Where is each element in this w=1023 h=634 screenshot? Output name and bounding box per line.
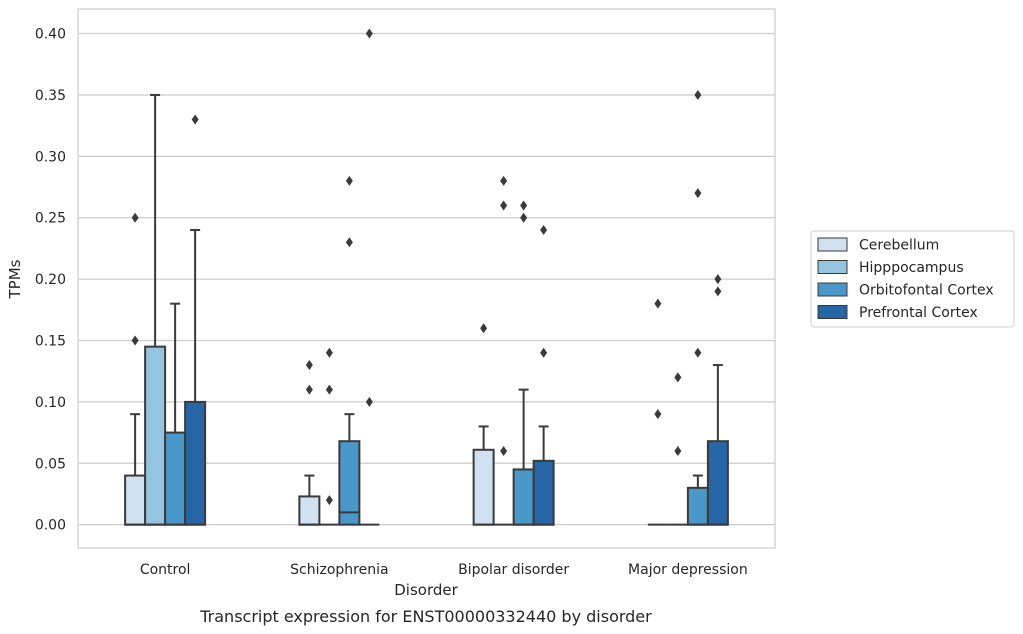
outlier-point bbox=[540, 347, 548, 358]
x-tick-labels: Control Schizophrenia Bipolar disorder Majo… bbox=[140, 562, 748, 578]
box-body bbox=[512, 468, 535, 526]
y-tick-label: 0.10 bbox=[35, 395, 66, 411]
legend-label: Prefrontal Cortex bbox=[859, 305, 978, 321]
box-body bbox=[184, 400, 207, 526]
outlier-point bbox=[131, 212, 139, 223]
legend: Cerebellum Hipppocampus Orbitofontal Corte… bbox=[810, 230, 1015, 328]
outlier-point bbox=[694, 347, 702, 358]
x-tick-label: Schizophrenia bbox=[290, 562, 388, 578]
box-cerebellum-1 bbox=[298, 474, 321, 526]
x-tick-label: Bipolar disorder bbox=[458, 562, 569, 578]
box-body bbox=[298, 495, 321, 526]
box-body bbox=[532, 459, 555, 526]
outlier-point bbox=[325, 384, 333, 395]
y-tick-label: 0.20 bbox=[35, 272, 66, 288]
outlier-point bbox=[520, 200, 528, 211]
outlier-point bbox=[674, 446, 682, 457]
box-body bbox=[144, 345, 167, 526]
boxes bbox=[124, 93, 729, 526]
y-tick-labels: 0.00 0.05 0.10 0.15 0.20 0.25 0.30 0.35 0.40 bbox=[35, 27, 66, 534]
box-prefrontal-cortex-2 bbox=[532, 425, 555, 526]
plot-frame bbox=[77, 8, 776, 549]
box-body bbox=[686, 486, 709, 526]
outlier-point bbox=[674, 372, 682, 383]
outlier-point bbox=[520, 212, 528, 223]
outlier-point bbox=[540, 225, 548, 236]
box-body bbox=[124, 474, 147, 526]
legend-swatch bbox=[817, 260, 848, 274]
outlier-point bbox=[714, 286, 722, 297]
box-prefrontal-cortex-0 bbox=[184, 229, 207, 526]
x-tick-label: Control bbox=[140, 562, 191, 578]
outlier-point bbox=[714, 274, 722, 285]
y-tick-label: 0.25 bbox=[35, 211, 66, 227]
outlier-point bbox=[654, 298, 662, 309]
legend-label: Cerebellum bbox=[859, 238, 939, 254]
legend-label: Hipppocampus bbox=[859, 260, 964, 276]
x-tick-label: Major depression bbox=[628, 562, 748, 578]
outlier-point bbox=[191, 114, 199, 125]
outlier-point bbox=[305, 360, 313, 371]
legend-swatch bbox=[817, 237, 848, 252]
legend-swatch bbox=[817, 305, 848, 319]
outlier-point bbox=[365, 396, 373, 407]
outlier-point bbox=[325, 347, 333, 358]
outlier-point bbox=[500, 200, 508, 211]
box-orbitofontal-cortex-1 bbox=[338, 413, 361, 526]
box-body bbox=[472, 448, 495, 526]
box-orbitofontal-cortex-3 bbox=[686, 474, 709, 526]
chart-caption: Transcript expression for ENST0000033244… bbox=[199, 607, 652, 626]
outlier-point bbox=[345, 237, 353, 248]
y-tick-label: 0.40 bbox=[35, 27, 66, 43]
x-axis-title: Disorder bbox=[394, 581, 458, 599]
outlier-point bbox=[694, 188, 702, 199]
legend-frame bbox=[810, 230, 1015, 328]
box-prefrontal-cortex-3 bbox=[706, 364, 729, 526]
outlier-point bbox=[365, 28, 373, 39]
box-cerebellum-0 bbox=[124, 413, 147, 526]
outlier-point bbox=[345, 175, 353, 186]
outlier-point bbox=[654, 409, 662, 420]
box-orbitofontal-cortex-0 bbox=[164, 302, 187, 526]
y-axis-title: TPMs bbox=[6, 259, 24, 299]
outliers bbox=[131, 28, 722, 506]
outlier-point bbox=[500, 175, 508, 186]
y-tick-label: 0.30 bbox=[35, 149, 66, 165]
outlier-point bbox=[480, 323, 488, 334]
box-hipppocampus-0 bbox=[144, 93, 167, 526]
y-tick-label: 0.15 bbox=[35, 334, 66, 350]
box-cerebellum-2 bbox=[472, 425, 495, 526]
outlier-point bbox=[131, 335, 139, 346]
y-tick-label: 0.00 bbox=[35, 518, 66, 534]
outlier-point bbox=[500, 446, 508, 457]
outlier-point bbox=[694, 89, 702, 100]
outlier-point bbox=[305, 384, 313, 395]
outlier-point bbox=[325, 495, 333, 506]
legend-swatch bbox=[817, 282, 848, 297]
box-body bbox=[706, 440, 729, 526]
y-tick-label: 0.35 bbox=[35, 88, 66, 104]
legend-label: Orbitofontal Cortex bbox=[859, 283, 994, 299]
y-tick-label: 0.05 bbox=[35, 456, 66, 472]
box-body bbox=[338, 440, 361, 526]
box-body bbox=[164, 431, 187, 526]
